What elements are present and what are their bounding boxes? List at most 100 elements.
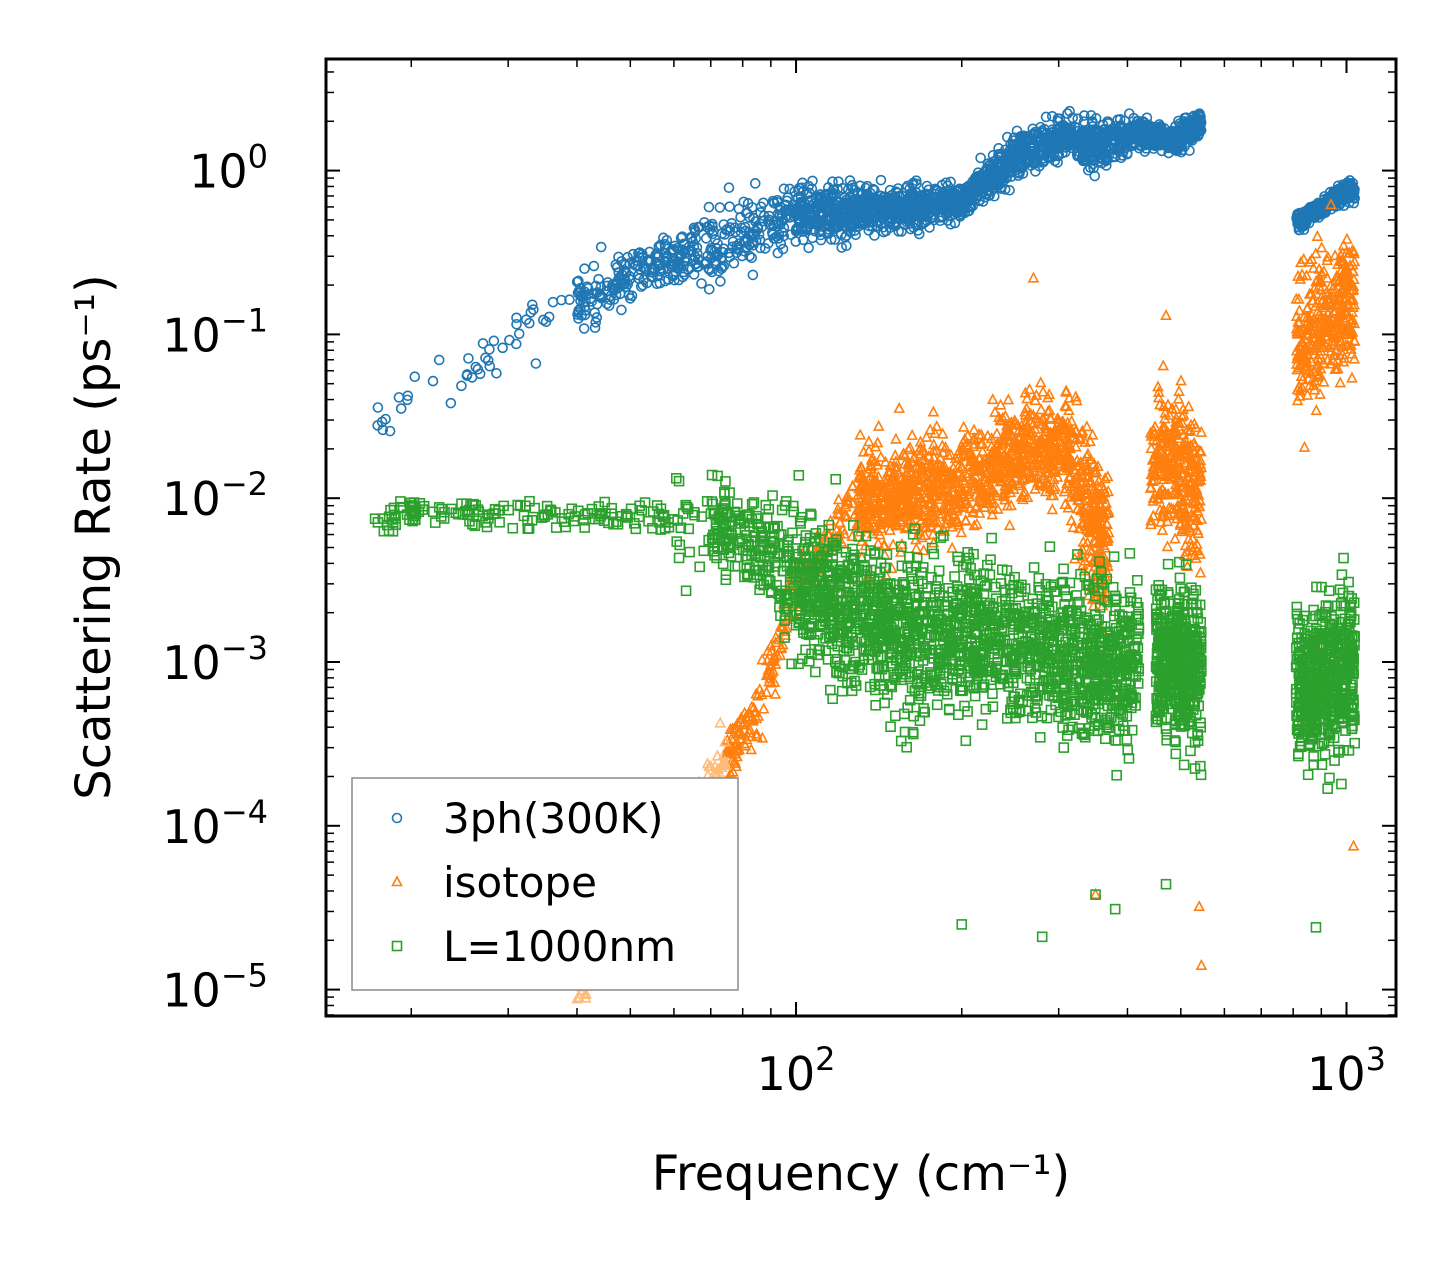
data-point-3ph <box>662 263 674 274</box>
data-point-3ph <box>999 170 1011 181</box>
data-point-3ph <box>579 286 590 298</box>
data-point-isotope <box>1018 485 1031 497</box>
data-point-3ph <box>728 257 740 269</box>
data-point-3ph <box>482 355 494 366</box>
data-point-isotope <box>1071 454 1083 466</box>
data-point-3ph <box>840 230 852 241</box>
data-point-3ph <box>837 217 849 229</box>
data-point-3ph <box>376 416 388 428</box>
data-point-isotope <box>875 450 887 462</box>
data-point-3ph <box>803 242 814 254</box>
data-point-isotope <box>763 667 775 679</box>
data-point-3ph <box>579 263 590 275</box>
data-point-3ph <box>973 181 984 193</box>
data-point-3ph <box>675 232 687 244</box>
data-point-isotope <box>991 502 1004 514</box>
data-point-isotope <box>1290 292 1303 304</box>
data-point-3ph <box>643 254 654 265</box>
data-point-3ph <box>804 214 815 226</box>
data-point-isotope <box>1290 322 1303 334</box>
data-point-3ph <box>605 290 617 302</box>
data-point-3ph <box>1014 149 1025 160</box>
data-point-3ph <box>524 317 535 329</box>
data-point-3ph <box>1015 153 1027 165</box>
data-point-isotope <box>1291 352 1303 364</box>
data-point-isotope <box>1298 310 1310 322</box>
data-point-3ph <box>794 215 805 226</box>
data-point-3ph <box>696 278 707 289</box>
data-point-isotope <box>928 451 940 463</box>
data-point-isotope <box>936 427 949 439</box>
data-point-isotope <box>999 493 1011 505</box>
data-point-3ph <box>409 371 421 383</box>
data-point-isotope <box>934 451 947 463</box>
data-point-3ph <box>744 250 755 262</box>
data-point-3ph <box>1037 157 1048 168</box>
data-point-isotope <box>1191 504 1204 516</box>
data-point-isotope <box>1346 371 1358 383</box>
data-point-3ph <box>1088 162 1099 174</box>
data-point-isotope <box>727 765 739 777</box>
data-point-3ph <box>1067 112 1079 124</box>
data-point-3ph <box>1338 184 1350 195</box>
data-point-isotope <box>1175 374 1187 386</box>
data-point-isotope <box>910 542 923 554</box>
data-point-3ph <box>427 375 439 387</box>
data-point-3ph <box>1119 128 1131 140</box>
data-point-isotope <box>1014 442 1027 454</box>
data-point-3ph <box>723 182 735 194</box>
data-point-isotope <box>1293 304 1306 316</box>
data-point-3ph <box>884 222 896 233</box>
data-point-3ph <box>1097 148 1109 160</box>
data-point-3ph <box>1016 134 1028 146</box>
data-point-3ph <box>497 342 508 354</box>
data-point-isotope <box>769 687 782 699</box>
data-point-isotope <box>1002 393 1015 405</box>
data-point-3ph <box>1092 148 1104 160</box>
data-point-3ph <box>527 299 538 311</box>
data-point-isotope <box>877 516 889 528</box>
data-point-3ph <box>377 424 389 436</box>
data-point-isotope <box>931 457 944 469</box>
data-point-3ph <box>1030 166 1041 177</box>
data-point-isotope <box>1321 271 1334 283</box>
data-point-isotope <box>1021 449 1033 461</box>
data-point-3ph <box>1110 120 1121 132</box>
data-point-isotope <box>1152 391 1165 403</box>
data-point-isotope <box>993 411 1005 423</box>
data-point-isotope <box>746 700 758 712</box>
data-point-isotope <box>834 516 846 528</box>
data-point-isotope <box>985 471 998 483</box>
data-point-isotope <box>1338 278 1350 290</box>
data-point-3ph <box>530 358 542 369</box>
data-point-isotope <box>730 760 743 772</box>
data-point-3ph <box>991 178 1003 190</box>
data-point-isotope <box>1155 515 1167 527</box>
y-tick-label: 100 <box>189 138 268 199</box>
data-point-3ph <box>856 194 867 206</box>
data-point-3ph <box>525 307 537 318</box>
major-ticks <box>326 59 1396 1016</box>
data-point-3ph <box>752 223 764 235</box>
data-point-3ph <box>1085 110 1097 121</box>
data-point-isotope <box>1194 566 1207 578</box>
data-point-3ph <box>893 190 905 202</box>
data-point-isotope <box>1002 481 1015 493</box>
data-point-3ph <box>875 174 887 186</box>
data-point-isotope <box>1021 490 1034 502</box>
data-point-isotope <box>1043 456 1055 468</box>
data-point-3ph <box>886 207 898 219</box>
data-point-3ph <box>850 205 861 216</box>
data-point-3ph <box>706 266 718 278</box>
data-point-3ph <box>1053 148 1065 160</box>
data-point-3ph <box>975 152 986 164</box>
data-point-isotope <box>1067 521 1080 533</box>
data-point-isotope <box>1172 485 1185 497</box>
data-point-isotope <box>1102 485 1115 497</box>
data-point-3ph <box>1119 115 1130 127</box>
data-point-3ph <box>715 276 726 287</box>
data-point-3ph <box>637 279 649 291</box>
data-point-3ph <box>694 221 705 233</box>
data-point-isotope <box>1078 554 1091 566</box>
data-point-isotope <box>727 733 739 745</box>
